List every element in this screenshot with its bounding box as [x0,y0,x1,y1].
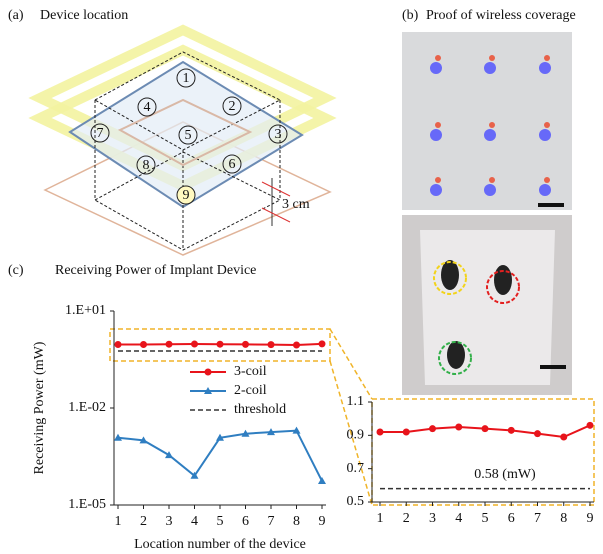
point [560,434,567,441]
point [191,341,198,348]
point [293,341,300,348]
figure: (a) Device location 3 cm (b) Proof of wi… [0,0,603,554]
panel-title: Proof of wireless coverage [426,8,576,23]
point [534,430,541,437]
x-tick-label: 4 [191,514,198,529]
panel-label: (a) [8,8,24,23]
point [318,477,326,484]
led [544,122,550,128]
point [377,429,384,436]
x-axis-label: Location number of the device [134,537,306,552]
x-tick-label: 4 [455,511,462,526]
point [217,341,224,348]
y-tick-label: 1.1 [347,394,365,409]
location-number: 9 [183,188,190,203]
led-glow [484,62,496,74]
point [115,341,122,348]
x-tick-label: 8 [293,514,300,529]
led [489,55,495,61]
distance-label: 3 cm [282,197,310,212]
point [319,340,326,347]
panel-label: (b) [402,8,419,23]
legend-label: 2-coil [234,383,267,398]
led [435,55,441,61]
led-glow [539,129,551,141]
x-tick-label: 3 [429,511,436,526]
scale-bar [538,203,564,207]
x-tick-label: 9 [319,514,326,529]
x-tick-label: 3 [166,514,173,529]
x-tick-label: 7 [268,514,275,529]
point [140,341,147,348]
x-tick-label: 1 [377,511,384,526]
x-tick-label: 7 [534,511,541,526]
x-tick-label: 2 [403,511,410,526]
led-glow [430,184,442,196]
x-tick-label: 9 [587,511,594,526]
legend-marker [205,369,212,376]
point [268,341,275,348]
y-tick-label: 0.5 [347,494,365,509]
point [455,424,462,431]
y-axis-label: Receiving Power (mW) [32,341,47,474]
mouse [441,260,459,290]
point [508,427,515,434]
location-number: 8 [143,158,150,173]
led [489,122,495,128]
y-tick-label: 1.E-02 [68,400,106,415]
led [435,177,441,183]
panel-label: (c) [8,263,24,278]
y-tick-label: 0.7 [347,461,365,476]
led [489,177,495,183]
location-number: 1 [183,71,190,86]
zoom-connector [330,329,372,399]
location-number: 6 [229,157,236,172]
led [544,55,550,61]
page: { "panel_a": {"label": "(a)", "title": "… [0,0,603,554]
point [403,429,410,436]
point [242,341,249,348]
led-glow [430,129,442,141]
x-tick-label: 8 [560,511,567,526]
y-tick-label: 0.9 [347,428,365,443]
led [544,177,550,183]
y-tick-label: 1.E+01 [65,303,106,318]
location-number: 3 [275,127,282,142]
led-glow [539,184,551,196]
location-number: 2 [229,99,236,114]
point [482,425,489,432]
scale-bar [540,365,566,369]
threshold-label: 0.58 (mW) [474,467,536,482]
led-glow [430,62,442,74]
led-glow [484,184,496,196]
led [435,122,441,128]
distance-marker [262,182,290,196]
legend-label: threshold [234,402,286,417]
mouse [494,265,512,295]
x-tick-label: 6 [508,511,515,526]
legend-label: 3-coil [234,364,267,379]
chart-title: Receiving Power of Implant Device [55,263,256,278]
x-tick-label: 1 [115,514,122,529]
mouse [447,341,465,369]
point [166,341,173,348]
panel-title: Device location [40,8,128,23]
point [587,422,594,429]
location-number: 4 [144,100,151,115]
led-glow [539,62,551,74]
x-tick-label: 5 [217,514,224,529]
x-tick-label: 5 [482,511,489,526]
x-tick-label: 6 [242,514,249,529]
point [429,425,436,432]
location-number: 7 [97,126,104,141]
y-tick-label: 1.E-05 [68,497,106,512]
led-glow [484,129,496,141]
location-number: 5 [185,128,192,143]
x-tick-label: 2 [140,514,147,529]
